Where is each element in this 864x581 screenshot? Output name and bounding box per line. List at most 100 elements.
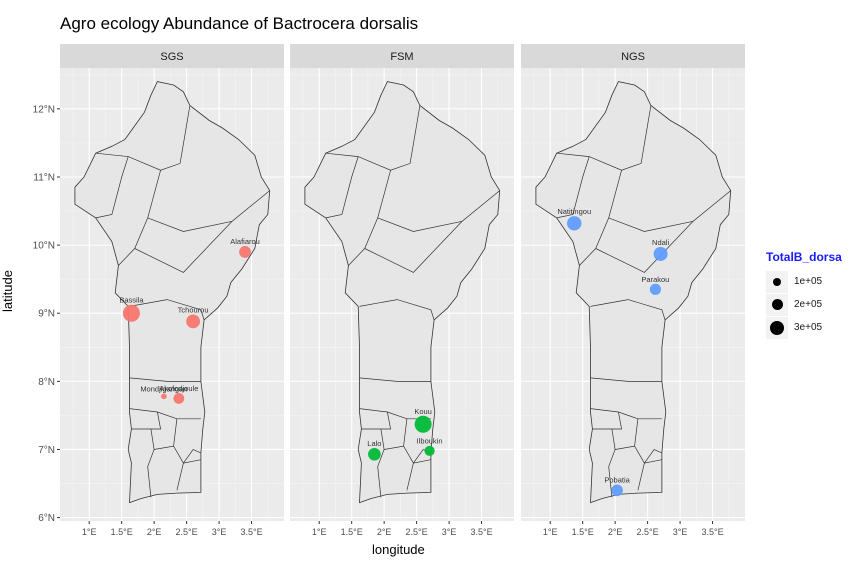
department-boundary <box>154 445 201 464</box>
data-point <box>414 415 432 433</box>
data-point <box>368 447 381 461</box>
y-tick-label: 10°N <box>33 241 55 252</box>
x-tick-label: 1.5°E <box>572 527 594 537</box>
y-tick-label: 7°N <box>38 445 55 456</box>
department-boundary <box>364 221 463 273</box>
data-point <box>122 304 140 322</box>
x-tick-label: 2.5°E <box>176 527 198 537</box>
facet-strip <box>60 44 284 68</box>
point-label: Kouu <box>414 407 432 416</box>
department-boundary <box>595 221 694 273</box>
data-point <box>653 246 668 261</box>
point-label: Natitingou <box>557 207 591 216</box>
legend-title: TotalB_dorsa <box>766 250 842 264</box>
department-boundary <box>173 418 178 447</box>
department-boundary <box>359 377 431 382</box>
data-point <box>649 283 662 295</box>
data-point <box>186 314 201 329</box>
department-boundary <box>150 411 162 430</box>
data-point <box>611 484 623 497</box>
point-label: Pobatia <box>604 476 630 485</box>
data-point <box>239 246 251 258</box>
legend-label: 2e+05 <box>794 299 823 310</box>
x-axis-title: longitude <box>372 542 425 557</box>
x-tick-label: 2°E <box>147 527 162 537</box>
x-tick-label: 2.5°E <box>406 527 428 537</box>
department-boundary <box>380 411 392 430</box>
department-boundary <box>608 170 731 232</box>
department-boundary <box>644 449 663 464</box>
facet-strip-label: FSM <box>390 51 413 63</box>
x-tick-label: 3.5°E <box>701 527 723 537</box>
department-boundary <box>637 463 645 491</box>
point-label: Ilboukin <box>417 437 443 446</box>
y-tick-label: 11°N <box>33 172 55 183</box>
department-boundary <box>176 463 184 491</box>
facet-strip-label: NGS <box>621 51 645 63</box>
data-point <box>567 216 582 231</box>
department-boundary <box>325 156 359 219</box>
legend-key <box>766 316 788 339</box>
facet-strip <box>521 44 745 68</box>
point-label: Parakou <box>641 275 669 284</box>
y-tick-label: 8°N <box>38 377 55 388</box>
x-tick-label: 1.5°E <box>111 527 133 537</box>
department-boundary <box>590 408 662 420</box>
x-tick-label: 1°E <box>543 527 558 537</box>
x-tick-label: 3.5°E <box>470 527 492 537</box>
department-boundary <box>615 445 662 464</box>
x-tick-label: 3°E <box>442 527 457 537</box>
point-label: Lalo <box>367 439 381 448</box>
country-outline <box>74 81 271 504</box>
department-boundary <box>95 156 129 219</box>
data-point <box>173 392 185 404</box>
x-tick-label: 1.5°E <box>341 527 363 537</box>
department-boundary <box>147 170 270 232</box>
data-point <box>161 393 167 400</box>
department-boundary <box>403 418 408 447</box>
department-boundary <box>590 299 666 321</box>
legend-key <box>766 293 788 316</box>
legend-item: 3e+05 <box>766 316 842 339</box>
country-outline <box>535 81 732 504</box>
data-point <box>424 445 435 456</box>
department-boundary <box>406 463 414 491</box>
department-boundary <box>556 156 590 219</box>
x-tick-label: 2°E <box>608 527 623 537</box>
country-outline <box>304 81 501 504</box>
legend-item: 1e+05 <box>766 270 842 293</box>
facet-strip-label: SGS <box>160 51 183 63</box>
department-boundary <box>129 408 201 420</box>
point-label: Mondjigangan <box>140 385 187 394</box>
department-boundary <box>611 411 623 430</box>
legend: TotalB_dorsa 1e+05 2e+05 3e+05 <box>766 250 842 339</box>
department-boundary <box>377 170 500 232</box>
y-tick-label: 12°N <box>33 104 55 115</box>
x-tick-label: 1°E <box>82 527 97 537</box>
x-tick-label: 2.5°E <box>637 527 659 537</box>
department-boundary <box>183 449 202 464</box>
department-boundary <box>384 445 431 464</box>
legend-label: 1e+05 <box>794 276 823 287</box>
x-tick-label: 3.5°E <box>240 527 262 537</box>
point-label: Ndali <box>652 238 669 247</box>
point-label: Alafiarou <box>230 237 260 246</box>
chart-title: Agro ecology Abundance of Bactrocera dor… <box>60 14 419 33</box>
x-tick-label: 3°E <box>212 527 227 537</box>
x-tick-label: 2°E <box>377 527 392 537</box>
facet-strip <box>290 44 514 68</box>
x-tick-label: 1°E <box>312 527 327 537</box>
department-boundary <box>129 299 205 321</box>
department-boundary <box>634 418 639 447</box>
point-label: Tchourou <box>178 306 209 315</box>
legend-label: 3e+05 <box>794 322 823 333</box>
department-boundary <box>129 377 201 382</box>
x-tick-label: 3°E <box>673 527 688 537</box>
department-boundary <box>134 221 233 273</box>
department-boundary <box>590 377 662 382</box>
y-tick-label: 6°N <box>38 513 55 524</box>
y-tick-label: 9°N <box>38 309 55 320</box>
legend-key <box>766 270 788 293</box>
